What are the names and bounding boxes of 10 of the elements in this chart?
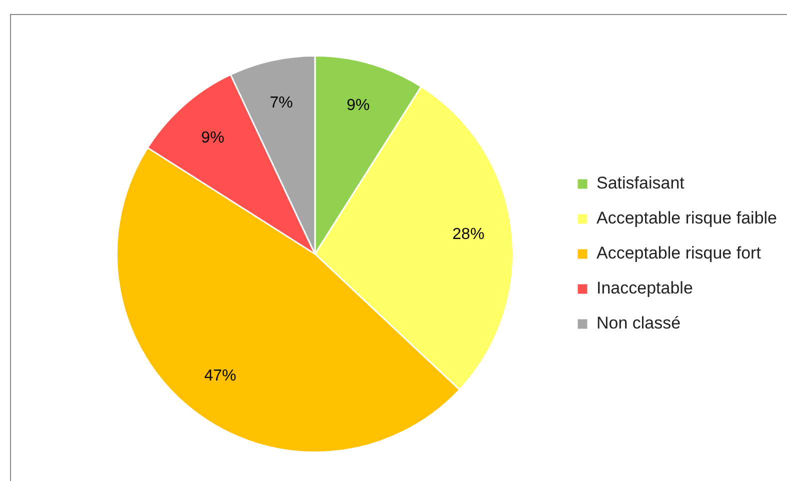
legend-label: Inacceptable — [596, 278, 693, 298]
data-label: 7% — [270, 94, 293, 112]
legend-label: Satisfaisant — [596, 174, 685, 193]
legend-label: Acceptable risque faible — [596, 208, 778, 228]
data-label: 28% — [452, 226, 484, 244]
data-label: 9% — [346, 96, 370, 114]
legend-label: Non classé — [596, 314, 681, 333]
legend-label: Acceptable risque fort — [596, 244, 762, 263]
data-label: 47% — [204, 368, 236, 385]
data-label: 9% — [201, 129, 224, 146]
